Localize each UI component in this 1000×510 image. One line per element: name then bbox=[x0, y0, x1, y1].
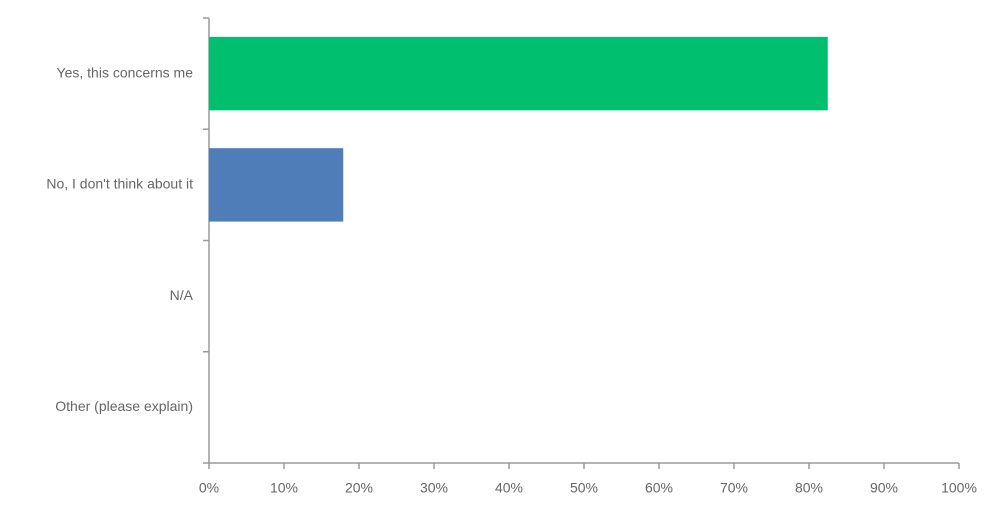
x-tick-label: 50% bbox=[570, 480, 598, 496]
x-tick-label: 90% bbox=[870, 480, 898, 496]
y-tick-label: Other (please explain) bbox=[55, 398, 193, 414]
y-tick-label: No, I don't think about it bbox=[46, 176, 193, 192]
x-tick-label: 40% bbox=[495, 480, 523, 496]
y-tick-label: N/A bbox=[170, 287, 194, 303]
x-tick-label: 70% bbox=[720, 480, 748, 496]
x-tick-label: 60% bbox=[645, 480, 673, 496]
bar bbox=[209, 36, 828, 111]
x-tick-label: 0% bbox=[199, 480, 219, 496]
bar bbox=[209, 148, 344, 222]
x-tick-label: 30% bbox=[420, 480, 448, 496]
x-tick-label: 80% bbox=[795, 480, 823, 496]
x-tick-label: 20% bbox=[345, 480, 373, 496]
y-tick-label: Yes, this concerns me bbox=[57, 64, 194, 80]
x-tick-label: 100% bbox=[941, 480, 977, 496]
x-tick-label: 10% bbox=[270, 480, 298, 496]
